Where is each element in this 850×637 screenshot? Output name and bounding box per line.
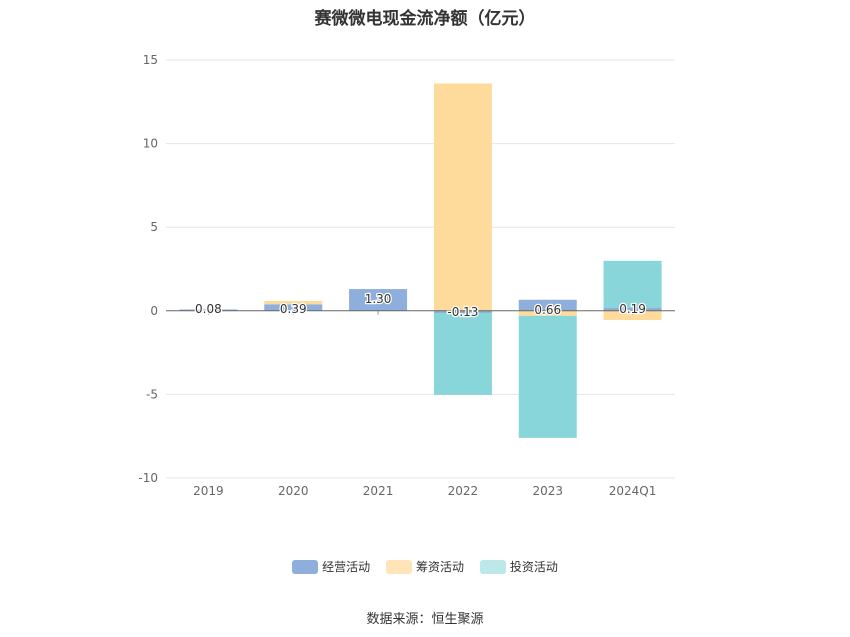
y-tick-label: -5 <box>146 387 158 401</box>
bar-筹资活动-2024Q1 <box>603 310 662 320</box>
data-label: 0.66 <box>534 303 561 317</box>
x-tick-label: 2019 <box>193 484 224 498</box>
grid-lines <box>166 59 675 479</box>
source-note: 数据来源：恒生聚源 <box>366 612 484 627</box>
legend-item-investing[interactable]: 投资活动 <box>479 558 558 575</box>
legend-item-operating[interactable]: 经营活动 <box>292 558 370 575</box>
bar-筹资活动-2022 <box>433 83 492 311</box>
data-label: 0.39 <box>280 302 307 316</box>
bars <box>179 83 662 438</box>
y-tick-label: 15 <box>143 53 158 67</box>
x-tick-label: 2024Q1 <box>609 484 657 498</box>
bar-投资活动-2023 <box>518 315 577 438</box>
legend-swatch-operating <box>292 559 319 574</box>
bar-投资活动-2022 <box>433 312 492 395</box>
y-tick-label: 5 <box>150 220 158 234</box>
y-tick-label: 10 <box>143 137 158 151</box>
legend: 经营活动 筹资活动 投资活动 <box>0 558 850 575</box>
chart-title: 赛微微电现金流净额（亿元） <box>314 9 536 29</box>
bar-经营活动-2020 <box>264 304 323 311</box>
bar-经营活动-2019 <box>179 309 238 311</box>
data-label: 1.30 <box>365 292 392 306</box>
bar-经营活动-2024Q1 <box>603 307 662 311</box>
y-tick-label: -10 <box>138 471 158 485</box>
x-tick-label: 2022 <box>448 484 479 498</box>
bar-投资活动-2024Q1 <box>603 260 662 308</box>
y-tick-label: 0 <box>150 304 158 318</box>
data-label: -0.13 <box>447 305 478 319</box>
data-label: 0.08 <box>195 302 222 316</box>
legend-label-investing: 投资活动 <box>509 560 558 574</box>
bar-经营活动-2023 <box>518 299 577 311</box>
bar-筹资活动-2020 <box>264 300 323 305</box>
legend-item-financing[interactable]: 筹资活动 <box>385 558 464 575</box>
axes: -10 -5 0 5 10 15 2019 2020 2021 2022 2023 2024Q1 <box>138 53 675 498</box>
legend-label-financing: 筹资活动 <box>415 560 464 574</box>
data-labels: 0.08 0.39 1.30 -0.13 0.66 0.19 <box>194 291 647 320</box>
x-tick-label: 2021 <box>363 484 394 498</box>
data-label: 0.19 <box>619 302 646 316</box>
legend-swatch-financing <box>385 559 412 574</box>
legend-swatch-investing <box>479 559 506 574</box>
x-tick-label: 2023 <box>532 484 563 498</box>
bar-经营活动-2021 <box>349 289 408 311</box>
legend-label-operating: 经营活动 <box>322 560 371 574</box>
x-tick-label: 2020 <box>278 484 309 498</box>
